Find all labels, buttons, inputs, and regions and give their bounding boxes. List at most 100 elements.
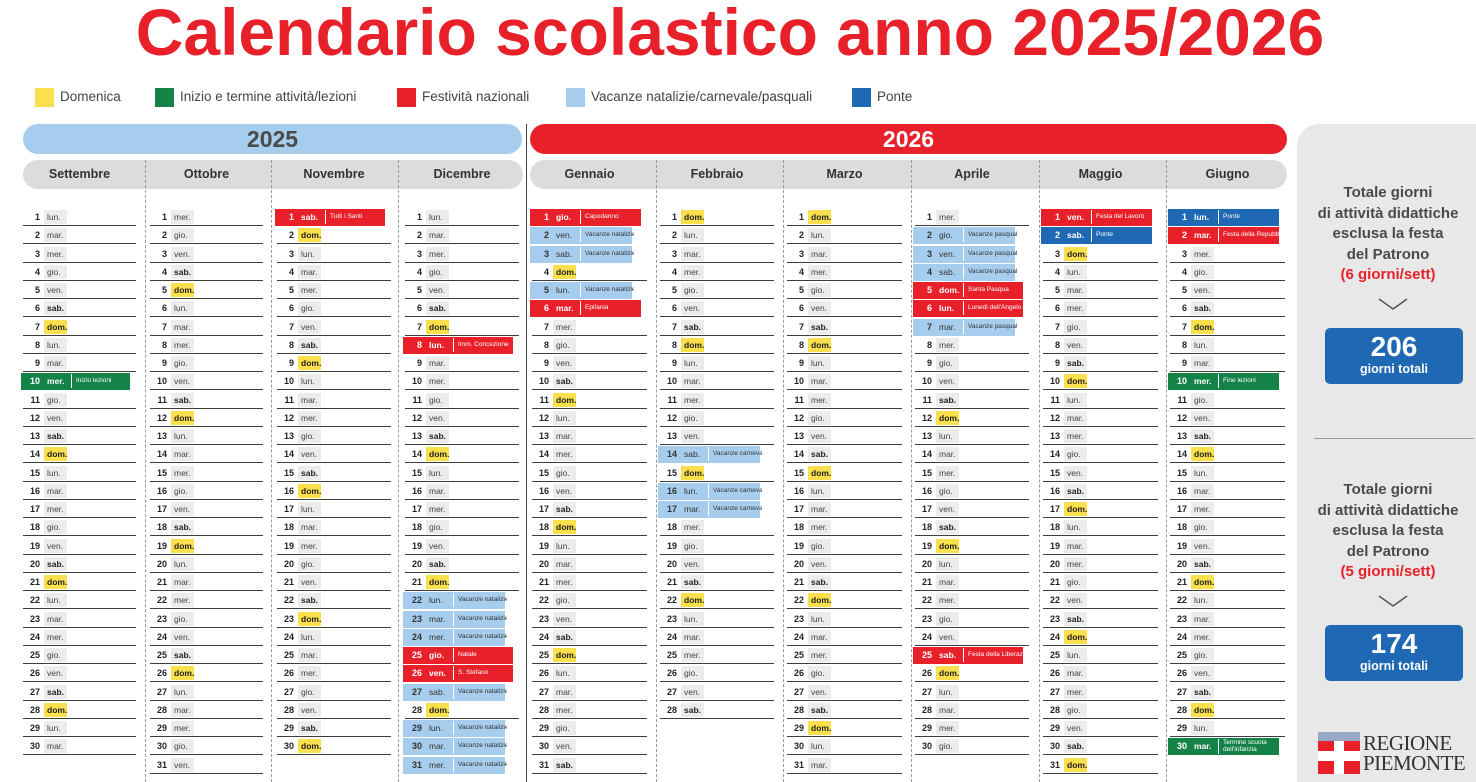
weekday-label: ven. — [171, 374, 194, 389]
day-row: 31 dom. — [1043, 757, 1158, 774]
weekday-label: sab. — [1064, 483, 1087, 498]
day-highlight — [1168, 373, 1279, 391]
day-row: 20 gio. — [277, 556, 391, 573]
day-row: 15 lun. — [405, 465, 519, 482]
day-row: 26 ven. — [1170, 665, 1285, 683]
day-number: 13 — [29, 431, 40, 441]
weekday-label: mer. — [1064, 429, 1087, 443]
day-number: 21 — [793, 577, 804, 587]
weekday-label: sab. — [939, 266, 956, 277]
weekday-label: mer. — [171, 465, 194, 480]
weekday-label: ven. — [936, 502, 959, 516]
day-number: 4 — [671, 266, 677, 277]
day-number: 18 — [411, 522, 422, 533]
day-row: 5 dom. Santa Pasqua — [913, 282, 1029, 299]
day-number: 26 — [538, 668, 549, 679]
day-highlight — [275, 209, 385, 226]
day-number: 11 — [412, 394, 422, 405]
day-number: 10 — [666, 376, 677, 387]
day-number: 6 — [671, 303, 677, 314]
day-number: 12 — [921, 412, 932, 423]
day-number: 18 — [793, 522, 804, 533]
weekday-label: mar. — [44, 228, 67, 243]
weekday-label: lun. — [936, 556, 959, 571]
day-row: 26 mer. — [277, 665, 391, 683]
day-row: 3 mer. — [1170, 246, 1285, 263]
day-row: 1 gio. Capodanno — [530, 209, 647, 226]
weekday-label: gio. — [553, 593, 576, 608]
day-row: 30 mar. Vacanze natalizie — [403, 738, 519, 756]
day-number: 24 — [666, 631, 677, 642]
day-row: 7 dom. — [1170, 319, 1285, 336]
day-number: 14 — [666, 449, 677, 460]
day-note: Festa della Repubblica — [1218, 228, 1281, 243]
weekday-label: mar. — [426, 356, 449, 370]
day-number: 10 — [411, 376, 422, 387]
day-row: 21 sab. — [660, 574, 774, 591]
weekday-label: sab. — [171, 520, 194, 535]
day-highlight — [403, 647, 513, 664]
day-note: Festa del Lavoro — [1091, 210, 1154, 224]
weekday-label: mar. — [44, 483, 67, 498]
day-row: 13 lun. — [150, 428, 263, 445]
weekday-label: lun. — [44, 593, 67, 608]
day-row: 29 sab. — [277, 720, 391, 737]
day-row: 18 dom. — [532, 519, 647, 537]
day-row: 7 mar. Vacanze pasquali — [913, 318, 1029, 336]
weekday-label: sab. — [298, 721, 321, 735]
day-row: 2 mar. Festa della Repubblica — [1168, 227, 1285, 245]
weekday-label: ven. — [808, 556, 831, 571]
legend-label: Domenica — [60, 89, 121, 104]
weekday-label: lun. — [171, 301, 194, 316]
day-row: 16 lun. Vacanze carnevale — [658, 482, 774, 500]
day-number: 27 — [666, 686, 677, 697]
weekday-label: lun. — [808, 611, 831, 626]
weekday-label: gio. — [553, 337, 576, 352]
day-number: 1 — [1054, 212, 1060, 222]
day-row: 16 mar. — [1170, 483, 1285, 500]
day-number: 22 — [666, 595, 677, 606]
day-number: 15 — [666, 467, 677, 478]
weekday-label: dom. — [1064, 246, 1087, 261]
day-number: 9 — [416, 358, 422, 368]
day-note: Capodanno — [580, 210, 643, 224]
day-number: 12 — [411, 412, 422, 423]
day-row: 12 gio. — [660, 410, 774, 427]
day-number: 29 — [1176, 723, 1187, 733]
weekday-label: dom. — [939, 285, 960, 295]
day-row: 1 sab. Tutti i Santi — [275, 209, 391, 226]
day-number: 5 — [34, 285, 40, 295]
day-number: 23 — [283, 613, 294, 624]
day-number: 8 — [671, 339, 677, 350]
day-number: 9 — [926, 358, 932, 368]
day-number: 30 — [921, 741, 932, 752]
day-row: 7 mar. — [150, 319, 263, 336]
day-highlight — [403, 592, 505, 610]
day-number: 6 — [1054, 303, 1060, 314]
day-number: 11 — [922, 394, 932, 405]
weekday-label: lun. — [553, 666, 576, 681]
day-number: 23 — [29, 613, 40, 624]
weekday-label: dom. — [808, 337, 831, 352]
weekday-label: mar. — [939, 321, 956, 332]
day-row: 14 dom. — [23, 446, 136, 464]
weekday-label: dom. — [808, 210, 831, 224]
day-number: 5 — [798, 285, 804, 295]
legend-label: Festività nazionali — [422, 89, 530, 104]
weekday-label: dom. — [808, 465, 831, 480]
day-row: 22 lun. — [1170, 592, 1285, 610]
totals-divider — [1314, 438, 1474, 439]
day-number: 8 — [1054, 339, 1060, 350]
weekday-label: mar. — [808, 757, 831, 772]
day-number: 4 — [1054, 266, 1060, 277]
weekday-label: dom. — [1191, 447, 1214, 462]
legend-swatch — [397, 88, 416, 107]
day-number: 24 — [1049, 631, 1060, 642]
weekday-label: mar. — [298, 264, 321, 279]
day-row: 18 gio. — [1170, 519, 1285, 537]
day-number: 27 — [29, 686, 40, 697]
day-number: 14 — [538, 449, 549, 460]
day-note: Vacanze natalizie — [580, 283, 634, 297]
day-number: 9 — [161, 358, 167, 368]
weekday-label: mer. — [936, 465, 959, 480]
